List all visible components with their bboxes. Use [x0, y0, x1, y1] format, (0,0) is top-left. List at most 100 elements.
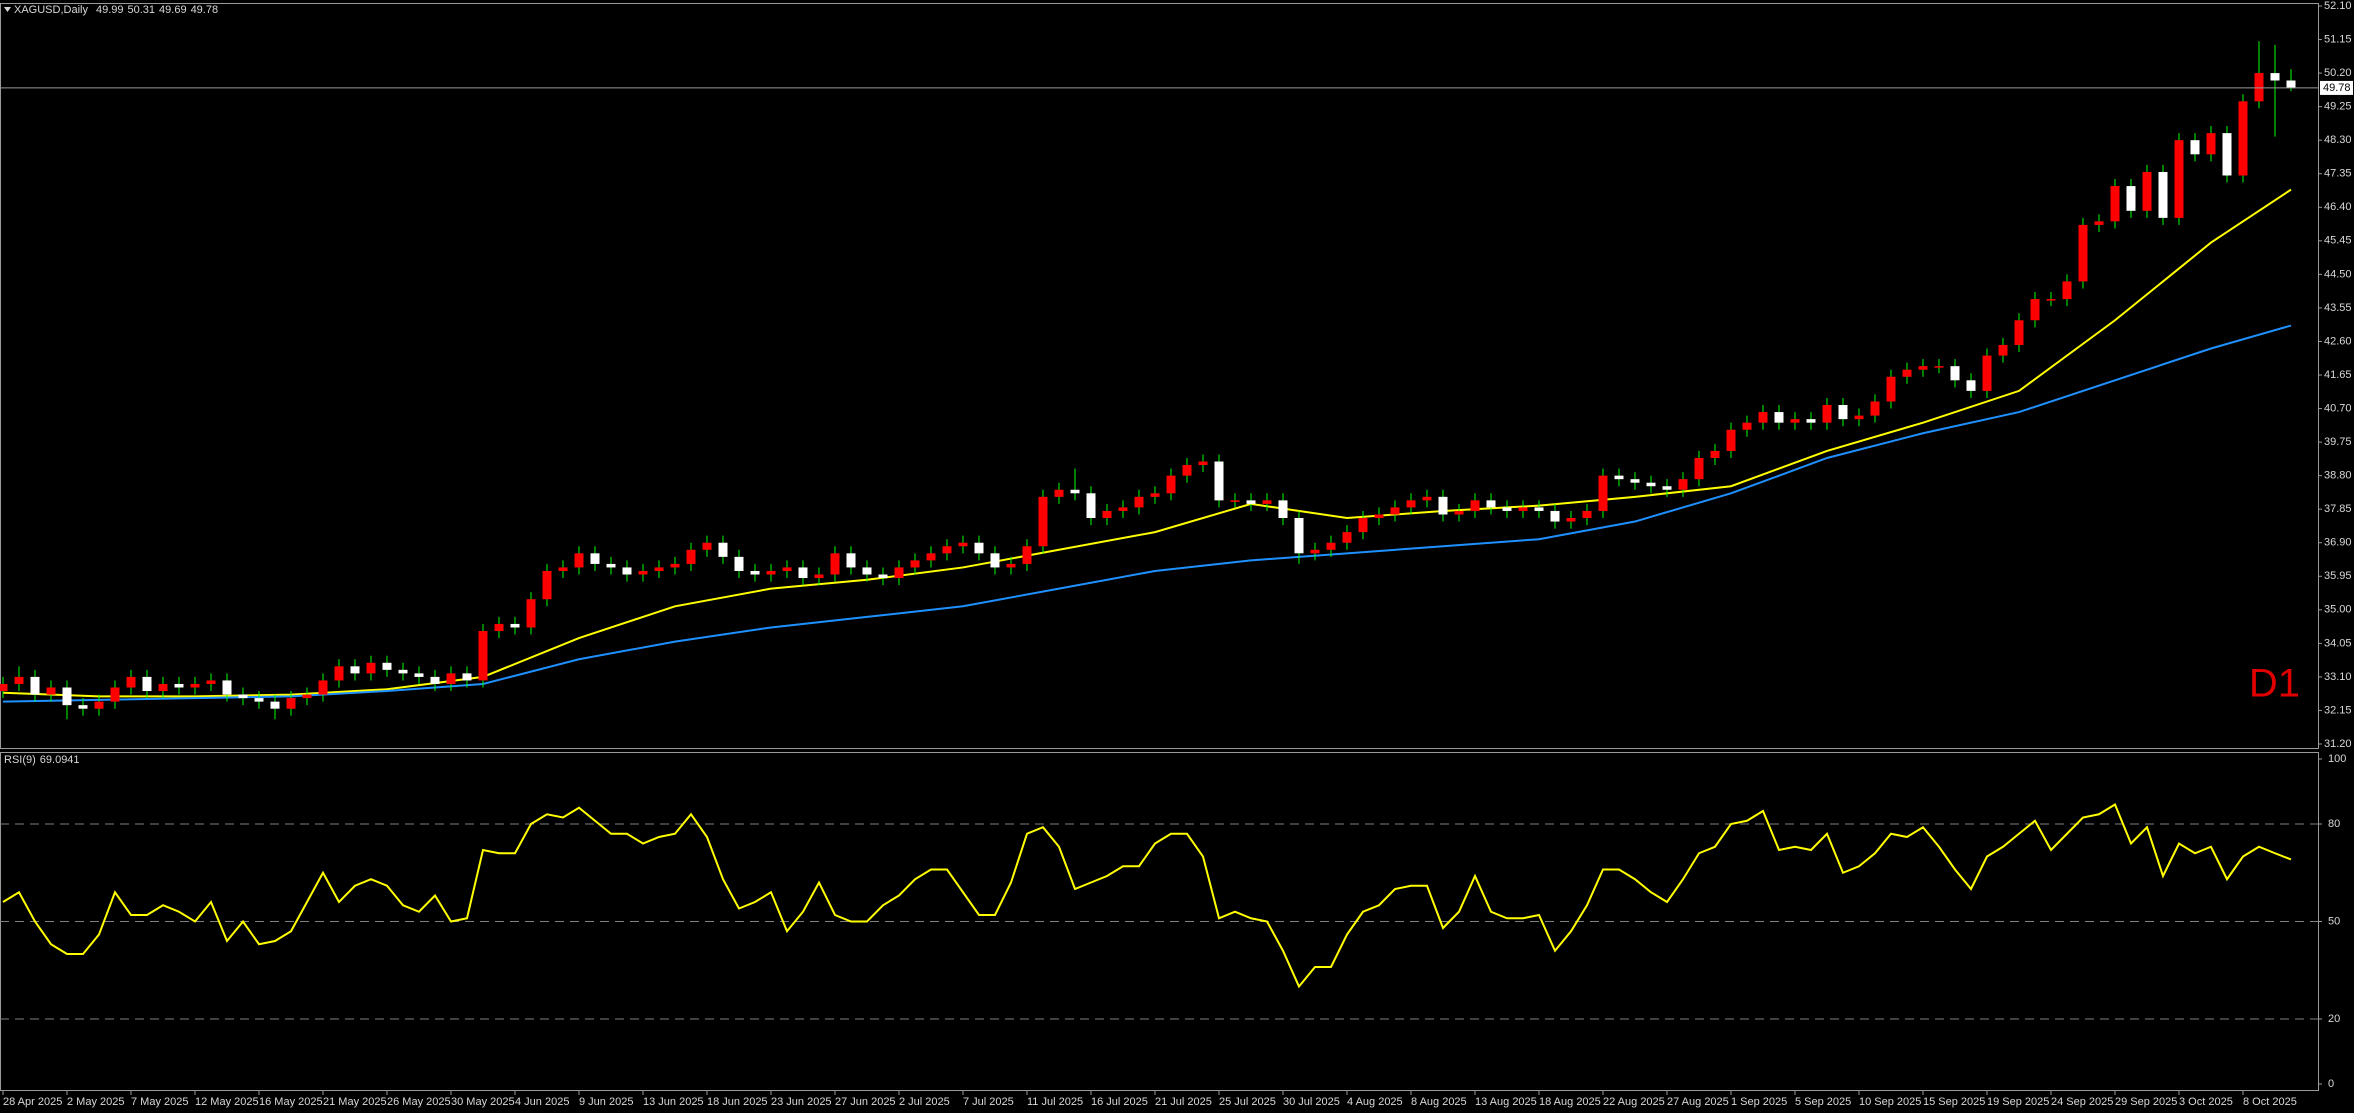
candle-body — [542, 570, 552, 600]
rsi-last-value: 69.0941 — [40, 754, 80, 766]
price-panel-frame — [0, 3, 2319, 749]
x-tick-label: 5 Sep 2025 — [1795, 1096, 1851, 1108]
candle-body — [382, 662, 392, 670]
candle-body — [878, 574, 888, 579]
candle-body — [910, 560, 920, 568]
candle-body — [1070, 489, 1080, 494]
candle-body — [222, 680, 232, 695]
candle-body — [814, 574, 824, 579]
x-tick-label: 9 Jun 2025 — [579, 1096, 633, 1108]
header-low: 49.69 — [159, 4, 187, 16]
candle-body — [670, 563, 680, 568]
candle-body — [2078, 224, 2088, 282]
candle-body — [0, 683, 8, 692]
candle-body — [1246, 500, 1256, 504]
x-tick-label: 10 Sep 2025 — [1859, 1096, 1921, 1108]
candle-body — [1726, 429, 1736, 451]
candle-body — [2286, 80, 2296, 88]
candle-body — [1022, 546, 1032, 564]
x-tick-label: 30 May 2025 — [451, 1096, 515, 1108]
y-tick-label: 52.10 — [2324, 0, 2352, 12]
candle-body — [238, 694, 248, 699]
candle-body — [1646, 482, 1656, 487]
candle-body — [862, 567, 872, 575]
candle-body — [174, 683, 184, 688]
candle-body — [846, 553, 856, 568]
x-tick-label: 27 Aug 2025 — [1667, 1096, 1729, 1108]
y-tick-label: 0 — [2328, 1078, 2334, 1090]
x-tick-label: 7 Jul 2025 — [963, 1096, 1014, 1108]
candle-body — [414, 673, 424, 677]
candle-body — [142, 676, 152, 692]
candle-body — [2094, 221, 2104, 225]
x-tick-label: 16 May 2025 — [259, 1096, 323, 1108]
candle-body — [1934, 366, 1944, 368]
header-close: 49.78 — [191, 4, 219, 16]
candle-body — [1054, 489, 1064, 497]
candle-body — [1694, 457, 1704, 480]
x-tick-label: 28 Apr 2025 — [3, 1096, 62, 1108]
candle-body — [78, 705, 88, 709]
candle-body — [2110, 186, 2120, 222]
candle-body — [318, 680, 328, 695]
candle-body — [622, 567, 632, 575]
candle-body — [366, 662, 376, 674]
candle-body — [1502, 507, 1512, 511]
candle-body — [2238, 101, 2248, 176]
candle-body — [1150, 493, 1160, 497]
candle-body — [1822, 405, 1832, 423]
candle-body — [62, 687, 72, 706]
candle-body — [350, 666, 360, 674]
candle-body — [478, 631, 488, 681]
candle-body — [1998, 344, 2008, 356]
y-tick-label: 32.15 — [2324, 704, 2352, 716]
candle-body — [734, 556, 744, 571]
x-tick-label: 21 Jul 2025 — [1155, 1096, 1212, 1108]
y-tick-label: 39.75 — [2324, 436, 2352, 448]
candle-body — [1262, 500, 1272, 504]
candle-body — [1230, 500, 1240, 502]
candle-body — [46, 687, 56, 695]
candle-body — [974, 542, 984, 554]
candle-body — [2206, 133, 2216, 155]
candle-body — [1950, 366, 1960, 381]
x-tick-label: 11 Jul 2025 — [1027, 1096, 1083, 1108]
candle-body — [1470, 500, 1480, 511]
candle-body — [30, 676, 40, 695]
y-tick-label: 43.55 — [2324, 302, 2352, 314]
candle-body — [1310, 549, 1320, 554]
header-open: 49.99 — [96, 4, 124, 16]
x-tick-label: 12 May 2025 — [195, 1096, 259, 1108]
candle-body — [1918, 366, 1928, 370]
candle-body — [782, 567, 792, 571]
y-tick-label: 35.95 — [2324, 570, 2352, 582]
candle-body — [686, 549, 696, 564]
candle-body — [1454, 510, 1464, 515]
candle-body — [894, 567, 904, 579]
candle-body — [510, 623, 520, 628]
candle-body — [1166, 475, 1176, 494]
y-tick-label: 41.65 — [2324, 369, 2352, 381]
current-price-label: 49.78 — [2323, 82, 2351, 94]
candle-body — [14, 676, 24, 684]
y-tick-label: 51.15 — [2324, 33, 2352, 45]
y-tick-label: 31.20 — [2324, 738, 2352, 750]
candle-body — [1982, 355, 1992, 391]
x-tick-label: 7 May 2025 — [131, 1096, 188, 1108]
x-tick-label: 3 Oct 2025 — [2179, 1096, 2233, 1108]
x-tick-label: 24 Sep 2025 — [2051, 1096, 2113, 1108]
candle-body — [2126, 186, 2136, 211]
x-tick-label: 21 May 2025 — [323, 1096, 387, 1108]
header-high: 50.31 — [128, 4, 156, 16]
y-tick-label: 20 — [2328, 1013, 2340, 1025]
candle-body — [1678, 479, 1688, 490]
y-tick-label: 40.70 — [2324, 402, 2352, 414]
candle-body — [2014, 320, 2024, 345]
candle-body — [94, 701, 104, 709]
candle-body — [254, 698, 264, 702]
candle-body — [1806, 419, 1816, 423]
y-tick-label: 80 — [2328, 818, 2340, 830]
candle-body — [1038, 496, 1048, 547]
chart-header: XAGUSD,Daily 49.99 50.31 49.69 49.78 — [14, 4, 218, 16]
candle-body — [1614, 475, 1624, 480]
